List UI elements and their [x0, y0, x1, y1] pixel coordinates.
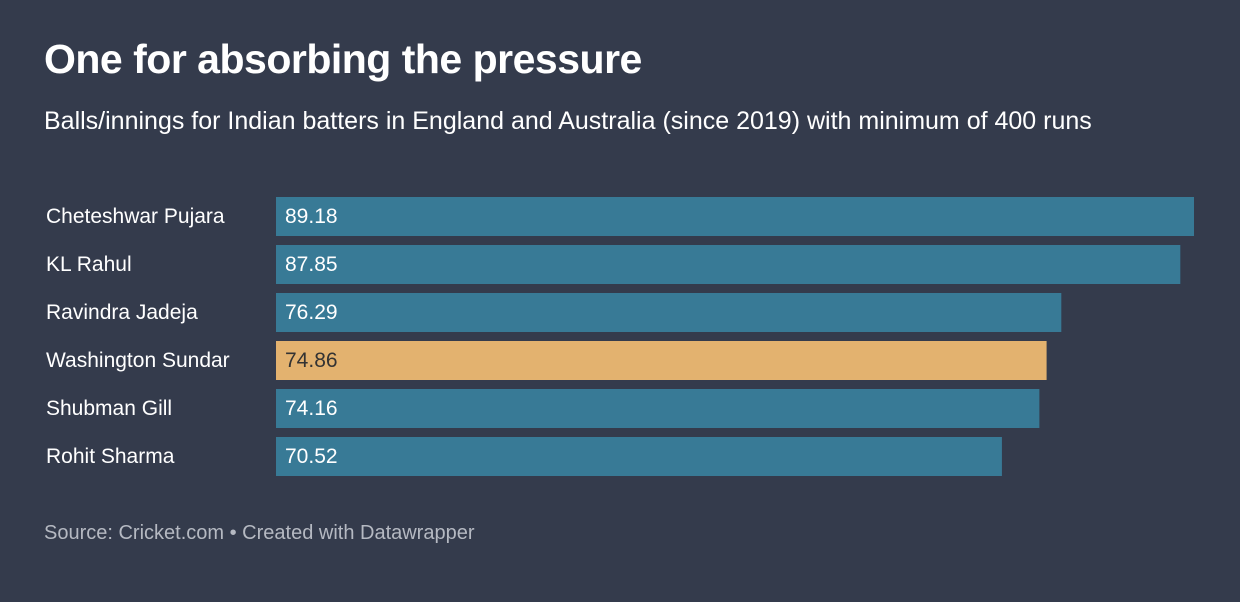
bar — [276, 341, 1047, 380]
category-label: Rohit Sharma — [46, 445, 175, 468]
category-label: Cheteshwar Pujara — [46, 205, 225, 228]
value-label: 87.85 — [285, 253, 338, 276]
category-label: Ravindra Jadeja — [46, 301, 198, 324]
category-label: Washington Sundar — [46, 349, 230, 372]
value-label: 74.16 — [285, 397, 338, 420]
bar — [276, 293, 1062, 332]
value-label: 76.29 — [285, 301, 338, 324]
bar — [276, 389, 1040, 428]
footer: Source: Cricket.com • Created with Dataw… — [44, 522, 475, 544]
value-label: 74.86 — [285, 349, 338, 372]
category-label: Shubman Gill — [46, 397, 172, 420]
chart-title: One for absorbing the pressure — [44, 36, 642, 82]
chart-subtitle: Balls/innings for Indian batters in Engl… — [44, 107, 1092, 135]
category-label: KL Rahul — [46, 253, 132, 276]
bar — [276, 245, 1181, 284]
value-label: 70.52 — [285, 445, 338, 468]
chart: Cheteshwar Pujara 89.18 KL Rahul 87.85 Ravin… — [46, 197, 1194, 476]
bar — [276, 437, 1002, 476]
value-label: 89.18 — [285, 205, 338, 228]
bar — [276, 197, 1194, 236]
